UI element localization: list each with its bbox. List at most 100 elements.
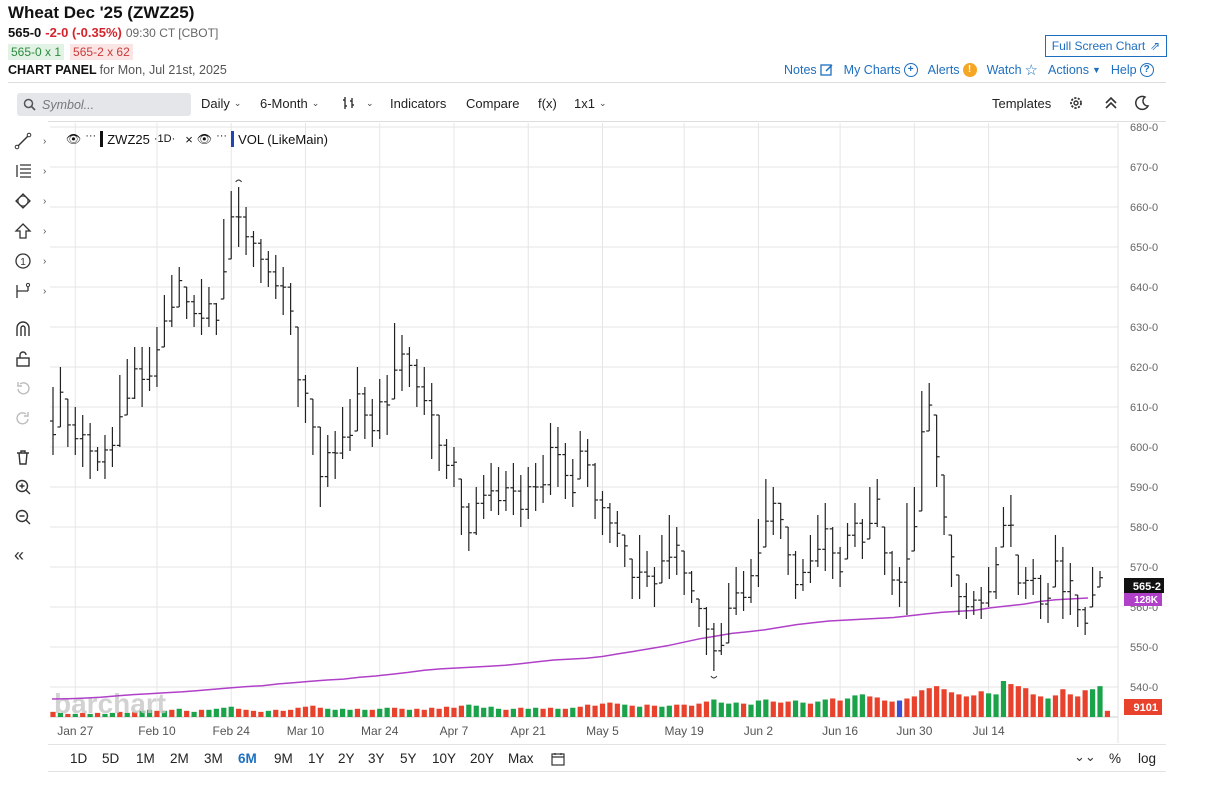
volume-bar [659, 706, 665, 717]
templates-button[interactable]: Templates [992, 96, 1051, 111]
zoom-in-button[interactable] [14, 476, 46, 498]
alerts-label: Alerts [927, 63, 960, 77]
dark-mode-toggle[interactable] [1134, 95, 1150, 111]
chevron-down-icon: ⌄ [233, 98, 242, 108]
volume-bar [770, 701, 776, 717]
lock-tool[interactable] [14, 348, 46, 370]
ohlc-bar [109, 427, 116, 467]
label-tool[interactable]: 1 › [14, 250, 46, 272]
close-icon[interactable]: × [185, 131, 193, 147]
period-dropdown[interactable]: 6-Month ⌄ [260, 96, 319, 111]
indicators-button[interactable]: Indicators [390, 96, 446, 111]
range-button-9m[interactable]: 9M [274, 751, 293, 766]
range-button-6m[interactable]: 6M [238, 751, 257, 766]
volume-bar [399, 708, 405, 717]
layout-dropdown[interactable]: 1x1 ⌄ [574, 96, 607, 111]
volume-bar [711, 699, 717, 717]
volume-bar [703, 701, 710, 717]
my-charts-link[interactable]: My Charts + [844, 63, 918, 77]
actions-menu[interactable]: Actions ▼ [1048, 63, 1101, 77]
ohlc-bar [926, 383, 933, 432]
trendline-tool[interactable]: › [14, 130, 46, 152]
log-toggle[interactable]: log [1138, 751, 1157, 766]
collapse-toolbar-button[interactable] [1104, 95, 1118, 111]
symbol-search-input[interactable]: Symbol... [17, 93, 191, 116]
volume-bar [184, 710, 190, 717]
more-dots-icon[interactable]: ··· [216, 130, 228, 142]
settings-button[interactable] [1068, 95, 1084, 111]
volume-bar [176, 708, 182, 717]
layout-label: 1x1 [574, 96, 595, 111]
range-button-5d[interactable]: 5D [102, 751, 120, 766]
range-button-1m[interactable]: 1M [136, 751, 155, 766]
volume-bar [236, 708, 242, 717]
function-button[interactable]: f(x) [538, 96, 557, 111]
price-change: -2-0 (-0.35%) [45, 25, 122, 40]
ohlc-bar [532, 463, 539, 511]
range-button-1d[interactable]: 1D [70, 751, 88, 766]
interval-dropdown[interactable]: Daily ⌄ [201, 96, 241, 111]
compare-button[interactable]: Compare [466, 96, 519, 111]
undo-button[interactable] [14, 378, 46, 400]
volume-bar [117, 711, 123, 717]
ohlc-bar [443, 439, 450, 479]
actions-label: Actions [1047, 63, 1089, 77]
chevron-right-icon: › [43, 255, 47, 267]
volume-bar [696, 703, 702, 717]
shape-tool[interactable]: › [14, 190, 46, 212]
double-chevron-down-icon[interactable]: ⌄⌄ [1074, 749, 1096, 764]
volume-bar [213, 708, 219, 717]
ohlc-bar [228, 191, 235, 260]
eye-icon[interactable]: 👁 [66, 132, 82, 146]
range-button-2m[interactable]: 2M [170, 751, 189, 766]
ohlc-bar [918, 391, 925, 512]
legend-interval: ·1D· [153, 133, 176, 145]
ohlc-bar [176, 267, 183, 308]
redo-button[interactable] [14, 408, 46, 430]
range-button-20y[interactable]: 20Y [470, 751, 495, 766]
volume-bar [666, 705, 672, 717]
range-button-5y[interactable]: 5Y [400, 751, 417, 766]
volume-bar [109, 712, 116, 717]
y-tick-label: 590-0 [1130, 482, 1158, 494]
range-button-10y[interactable]: 10Y [432, 751, 457, 766]
bar-type-dropdown[interactable]: ⌄ [342, 96, 374, 110]
ohlc-bar [844, 523, 851, 560]
calendar-icon[interactable] [551, 752, 565, 766]
search-icon [23, 98, 36, 111]
range-button-max[interactable]: Max [508, 751, 534, 766]
templates-label: Templates [992, 96, 1052, 111]
volume-bar [258, 711, 264, 717]
eye-icon[interactable]: 👁 [196, 132, 213, 146]
ohlc-bar [517, 475, 524, 527]
range-button-3m[interactable]: 3M [204, 751, 223, 766]
magnet-tool[interactable] [14, 318, 46, 340]
chevron-right-icon: › [43, 285, 47, 297]
volume-bar [243, 709, 249, 717]
ohlc-bar [651, 567, 658, 607]
full-screen-chart-button[interactable]: Full Screen Chart ⇗ [1045, 35, 1167, 57]
range-button-2y[interactable]: 2Y [338, 751, 355, 766]
ohlc-bar [1097, 571, 1103, 588]
ohlc-bar [866, 487, 873, 540]
range-button-3y[interactable]: 3Y [368, 751, 385, 766]
more-dots-icon[interactable]: ··· [85, 130, 97, 142]
measure-tool[interactable]: › [14, 280, 46, 302]
alerts-link[interactable]: Alerts ! [928, 63, 977, 77]
fib-tool[interactable]: › [14, 160, 46, 182]
ohlc-bar [265, 251, 272, 287]
percent-toggle[interactable]: % [1109, 751, 1122, 766]
arrow-tool[interactable]: › [14, 220, 46, 242]
delete-drawings-button[interactable] [14, 446, 46, 468]
collapse-tools-button[interactable]: « [14, 544, 46, 566]
zoom-out-button[interactable] [14, 506, 46, 528]
notes-link[interactable]: Notes [784, 63, 834, 77]
watch-link[interactable]: Watch ☆ [987, 61, 1038, 79]
range-button-1y[interactable]: 1Y [308, 751, 325, 766]
help-link[interactable]: Help ? [1111, 63, 1154, 77]
volume-bar [1030, 694, 1036, 717]
ohlc-bar [347, 399, 354, 451]
ohlc-bar [733, 567, 740, 615]
volume-bar [525, 708, 531, 717]
